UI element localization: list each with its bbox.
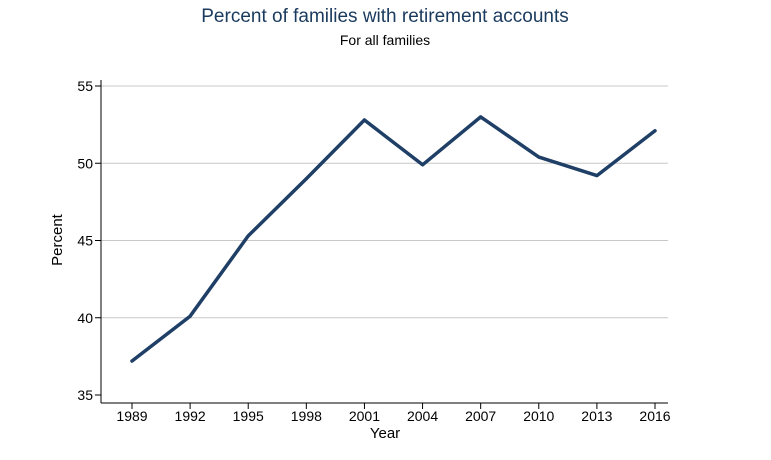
y-tick-label: 50 [77,155,93,171]
y-ticks: 35 40 45 50 55 [77,78,101,403]
data-point [537,155,541,159]
y-axis-label: Percent [49,213,66,266]
x-tick-label: 2007 [465,408,496,424]
x-tick-label: 2016 [639,408,670,424]
y-tick-label: 55 [77,78,93,94]
data-point [595,174,599,178]
x-tick-label: 2013 [581,408,612,424]
data-point [362,118,366,122]
series-line [130,115,657,363]
x-tick-label: 2004 [407,408,438,424]
x-tick-label: 2001 [349,408,380,424]
chart-title: Percent of families with retirement acco… [201,6,569,27]
data-point [479,115,483,119]
data-point [246,234,250,238]
series-layer [130,115,657,363]
x-ticks: 1989 1992 1995 1998 2001 2004 2007 2010 2013 2016 [116,403,671,424]
x-tick-label: 1992 [175,408,206,424]
data-point [130,359,134,363]
x-tick-label: 1989 [116,408,147,424]
y-tick-label: 40 [77,310,93,326]
x-tick-label: 2010 [523,408,554,424]
data-point [653,129,657,133]
chart-subtitle: For all families [340,32,430,48]
y-tick-label: 45 [77,233,93,249]
data-point [188,314,192,318]
gridlines [101,85,668,319]
x-tick-label: 1995 [233,408,264,424]
data-point [421,163,425,167]
x-tick-label: 1998 [291,408,322,424]
data-point [304,177,308,181]
y-tick-label: 35 [77,387,93,403]
x-axis-label: Year [370,425,400,442]
